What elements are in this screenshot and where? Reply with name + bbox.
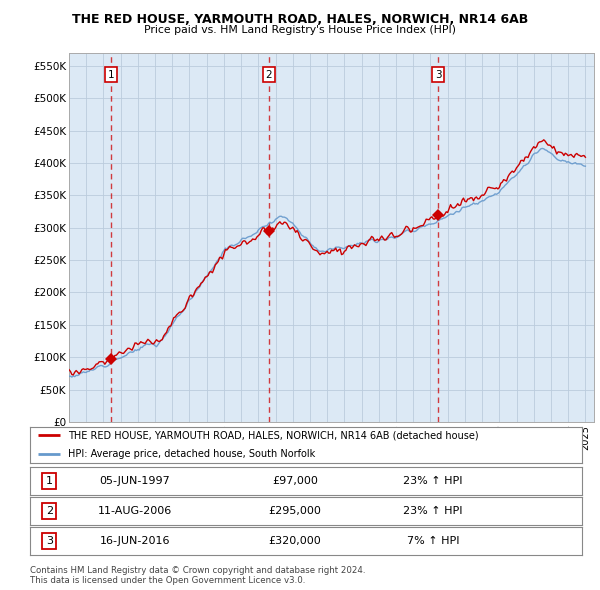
- Text: 7% ↑ HPI: 7% ↑ HPI: [407, 536, 459, 546]
- Text: £97,000: £97,000: [272, 476, 318, 486]
- Text: £320,000: £320,000: [269, 536, 322, 546]
- Text: 1: 1: [107, 70, 115, 80]
- Text: 11-AUG-2006: 11-AUG-2006: [98, 506, 172, 516]
- Text: 23% ↑ HPI: 23% ↑ HPI: [403, 506, 463, 516]
- Text: 23% ↑ HPI: 23% ↑ HPI: [403, 476, 463, 486]
- Text: 05-JUN-1997: 05-JUN-1997: [100, 476, 170, 486]
- Text: Contains HM Land Registry data © Crown copyright and database right 2024.
This d: Contains HM Land Registry data © Crown c…: [30, 566, 365, 585]
- Text: 16-JUN-2016: 16-JUN-2016: [100, 536, 170, 546]
- Text: HPI: Average price, detached house, South Norfolk: HPI: Average price, detached house, Sout…: [68, 448, 315, 458]
- Text: 2: 2: [266, 70, 272, 80]
- Text: £295,000: £295,000: [269, 506, 322, 516]
- Text: 3: 3: [435, 70, 442, 80]
- Text: 2: 2: [46, 506, 53, 516]
- Text: Price paid vs. HM Land Registry's House Price Index (HPI): Price paid vs. HM Land Registry's House …: [144, 25, 456, 35]
- Text: THE RED HOUSE, YARMOUTH ROAD, HALES, NORWICH, NR14 6AB (detached house): THE RED HOUSE, YARMOUTH ROAD, HALES, NOR…: [68, 430, 478, 440]
- Text: 1: 1: [46, 476, 53, 486]
- Text: 3: 3: [46, 536, 53, 546]
- Text: THE RED HOUSE, YARMOUTH ROAD, HALES, NORWICH, NR14 6AB: THE RED HOUSE, YARMOUTH ROAD, HALES, NOR…: [72, 13, 528, 26]
